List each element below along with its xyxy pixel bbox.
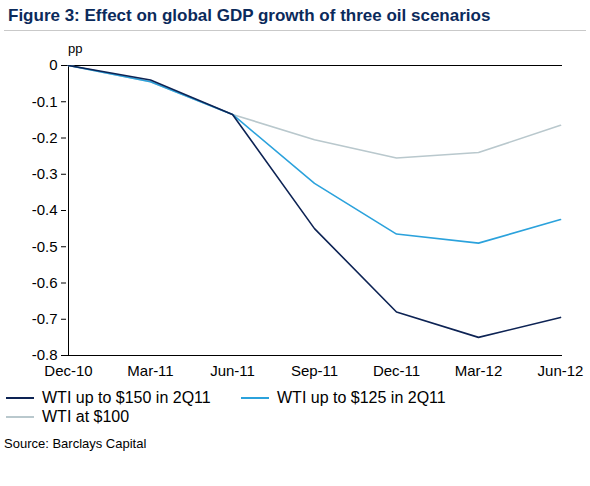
svg-text:Mar-11: Mar-11: [127, 362, 173, 379]
svg-text:Jun-12: Jun-12: [538, 362, 584, 379]
html-text:pp: pp: [68, 41, 83, 56]
svg-text:-0.5: -0.5: [32, 238, 58, 255]
svg-text:-0.7: -0.7: [32, 310, 58, 327]
svg-text:0: 0: [49, 57, 57, 73]
html-text:Figure 3: Effect on global GDP: Figure 3: Effect on global GDP growth of…: [8, 6, 491, 25]
svg-text:Dec-10: Dec-10: [44, 362, 92, 379]
svg-text:-0.8: -0.8: [32, 346, 58, 363]
svg-text:-0.6: -0.6: [32, 274, 58, 291]
svg-text:-0.1: -0.1: [32, 93, 58, 110]
svg-text:Mar-12: Mar-12: [455, 362, 503, 379]
svg-text:-0.2: -0.2: [32, 129, 58, 146]
svg-text:Dec-11: Dec-11: [373, 362, 420, 379]
svg-text:Jun-11: Jun-11: [210, 362, 255, 379]
html-text:WTI up to $125 in 2Q11: WTI up to $125 in 2Q11: [277, 389, 446, 406]
html-text:WTI at $100: WTI at $100: [42, 408, 130, 425]
svg-text:Sep-11: Sep-11: [291, 362, 338, 379]
html-text:WTI up to $150 in 2Q11: WTI up to $150 in 2Q11: [42, 389, 211, 406]
svg-text:-0.4: -0.4: [32, 201, 58, 218]
svg-text:-0.3: -0.3: [32, 165, 58, 182]
html-text:Source: Barclays Capital: Source: Barclays Capital: [4, 436, 147, 451]
